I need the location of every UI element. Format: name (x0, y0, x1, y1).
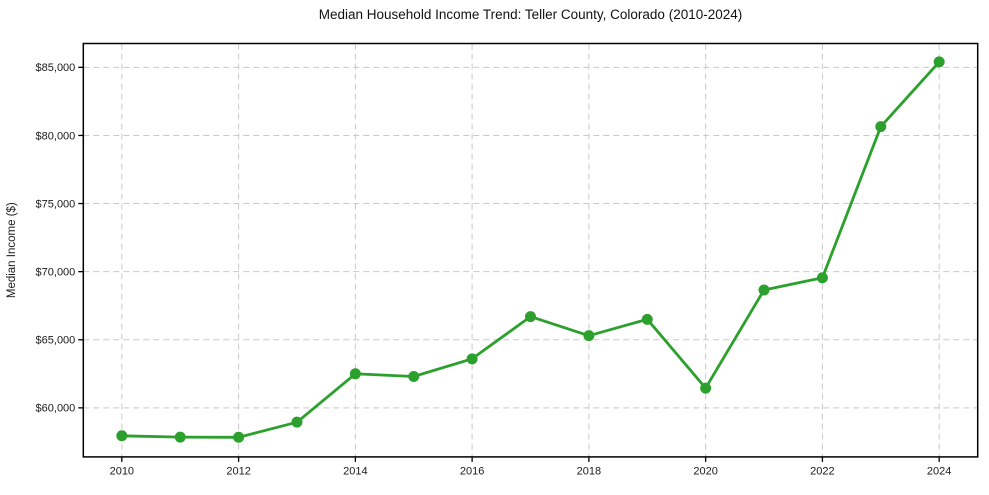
x-tick-label-2020: 2020 (693, 465, 717, 477)
x-tick-label-2024: 2024 (927, 465, 951, 477)
data-point-2017 (525, 311, 536, 323)
data-point-2010 (116, 430, 128, 442)
y-tick-label-65000: $65,000 (36, 335, 76, 347)
data-point-2015 (408, 371, 420, 383)
data-point-2014 (349, 368, 361, 380)
data-point-2013 (291, 416, 303, 428)
data-point-2024 (933, 56, 945, 68)
data-point-2022 (816, 272, 828, 284)
x-tick-label-2016: 2016 (460, 465, 484, 477)
x-tick-label-2010: 2010 (110, 465, 134, 477)
data-point-2020 (700, 382, 712, 394)
data-point-2018 (583, 330, 595, 342)
x-tick-label-2022: 2022 (810, 465, 834, 477)
chart-title: Median Household Income Trend: Teller Co… (318, 7, 743, 22)
data-point-2019 (641, 313, 653, 325)
y-tick-label-60000: $60,000 (36, 403, 76, 415)
y-tick-label-70000: $70,000 (36, 267, 76, 279)
plot-border (82, 42, 979, 458)
data-point-2016 (466, 353, 478, 365)
data-point-2012 (233, 431, 245, 443)
data-point-2023 (875, 121, 887, 133)
data-point-2021 (758, 284, 770, 296)
y-tick-label-80000: $80,000 (36, 130, 76, 142)
x-tick-label-2012: 2012 (226, 465, 250, 477)
x-tick-label-2018: 2018 (577, 465, 601, 477)
y-tick-label-75000: $75,000 (36, 198, 76, 210)
x-tick-label-2014: 2014 (343, 465, 367, 477)
income-trend-line (120, 60, 941, 439)
data-point-2011 (174, 431, 186, 443)
y-axis-title: Median Income ($) (6, 202, 18, 298)
y-tick-label-85000: $85,000 (36, 62, 76, 74)
